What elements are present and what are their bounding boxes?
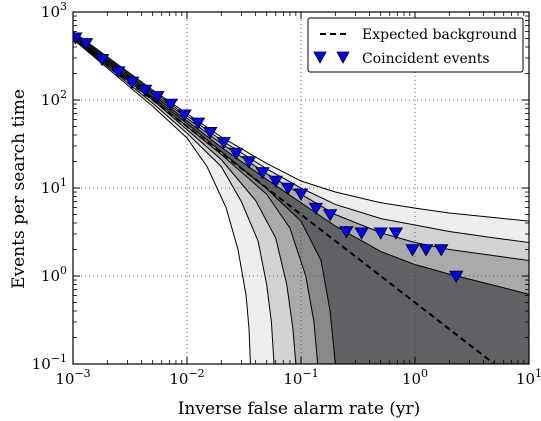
coincident-event-marker <box>124 76 140 90</box>
x-axis-title: Inverse false alarm rate (yr) <box>178 399 421 419</box>
x-tick-label-1: 10−2 <box>169 367 204 388</box>
legend: Expected background Coincident events <box>307 17 524 73</box>
y-tick-label-2: 101 <box>41 176 67 197</box>
coincident-event-marker <box>354 227 369 240</box>
axis-ticks: 10−3 10−2 10−1 100 101 10−1 100 101 102 103 <box>32 0 541 388</box>
coincident-event-marker <box>388 227 404 240</box>
series-layer <box>73 32 496 364</box>
coincident-event-marker <box>434 244 449 257</box>
y-tick-label-1: 100 <box>41 264 67 285</box>
legend-label-coincident-events: Coincident events <box>362 51 490 67</box>
band-boundary-9 <box>73 38 251 364</box>
y-tick-label-3: 102 <box>41 88 67 109</box>
x-tick-label-2: 10−1 <box>283 367 318 388</box>
legend-box <box>307 17 524 73</box>
coincident-event-marker <box>190 117 206 130</box>
coincident-event-marker <box>293 188 309 201</box>
coincident-event-marker <box>418 244 434 257</box>
x-tick-label-0: 10−3 <box>55 367 90 388</box>
coincident-event-marker <box>280 182 296 195</box>
coincident-event-marker <box>322 209 338 222</box>
coincident-event-marker <box>203 126 218 140</box>
legend-marker-1 <box>313 51 327 64</box>
band-boundary-1 <box>73 31 529 222</box>
coincident-event-marker <box>228 147 244 160</box>
coincident-event-marker <box>150 91 165 104</box>
y-tick-label-0: 10−1 <box>32 352 67 373</box>
coincident-event-marker <box>339 226 354 239</box>
coincident-event-marker <box>111 66 126 79</box>
coincident-event-marker <box>78 38 94 51</box>
coincident-event-marker <box>138 84 153 97</box>
y-axis-title: Events per search time <box>9 89 29 289</box>
coincident-event-marker <box>268 175 283 188</box>
coincident-event-marker <box>241 156 257 169</box>
coincident-event-marker <box>405 244 420 257</box>
coincident-event-marker <box>163 98 178 111</box>
coincident-event-marker <box>73 32 83 45</box>
legend-label-expected-background: Expected background <box>362 27 517 43</box>
coincident-event-marker <box>373 227 388 240</box>
coincident-event-marker <box>449 270 464 283</box>
x-tick-label-4: 101 <box>516 367 541 388</box>
x-tick-label-3: 100 <box>402 367 428 388</box>
coincident-event-marker <box>216 137 231 150</box>
coincident-event-marker <box>94 54 110 67</box>
background-band-5 <box>73 35 529 364</box>
legend-marker-2 <box>336 51 350 64</box>
coincident-event-marker <box>255 167 270 180</box>
coincident-event-marker <box>308 202 324 216</box>
y-tick-label-4: 103 <box>41 0 67 21</box>
coincident-event-marker <box>177 109 192 122</box>
